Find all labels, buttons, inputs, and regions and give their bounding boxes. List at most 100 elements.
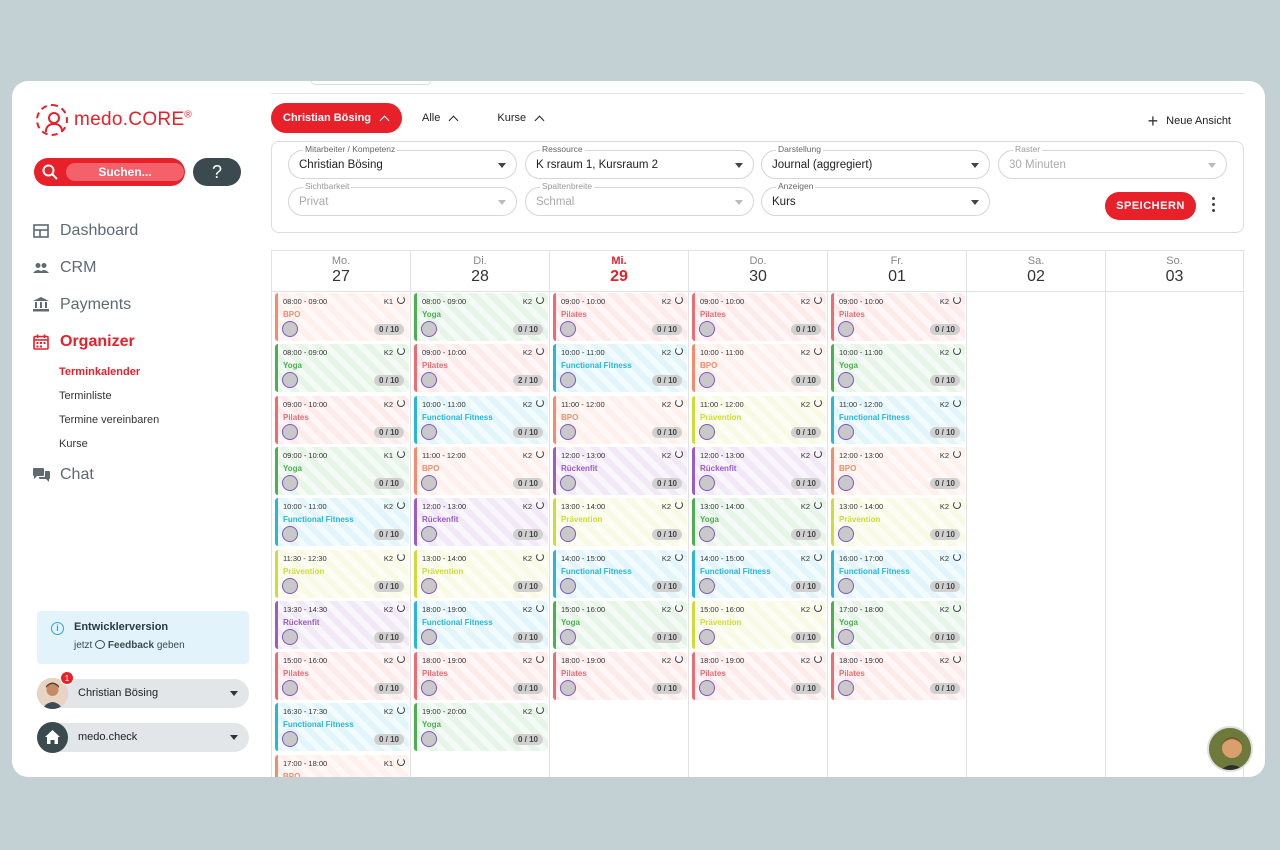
- resource-label: Ressource: [540, 144, 585, 154]
- course-event[interactable]: 09:00 - 10:00 K2 Pilates 0 / 10: [553, 293, 687, 341]
- course-event[interactable]: 15:00 - 16:00 K2 Prävention 0 / 10: [692, 600, 826, 649]
- dropdown-arrow-icon: [971, 200, 979, 205]
- help-button[interactable]: ?: [193, 158, 241, 186]
- course-event[interactable]: 09:00 - 10:00 K2 Pilates 2 / 10: [414, 344, 548, 393]
- tab-alle-label: Alle: [422, 112, 441, 124]
- day-column[interactable]: So. 03: [1105, 251, 1244, 777]
- course-event[interactable]: 14:00 - 15:00 K2 Functional Fitness 0 / 10: [692, 549, 826, 598]
- course-event[interactable]: 12:00 - 13:00 K2 BPO 0 / 10: [831, 446, 965, 495]
- recurring-icon: [397, 757, 405, 766]
- course-event[interactable]: 09:00 - 10:00 K2 Pilates 0 / 10: [692, 293, 826, 341]
- day-date: 30: [749, 268, 767, 285]
- subnav-termine-vereinbaren[interactable]: Termine vereinbaren: [59, 414, 160, 426]
- event-color-bar: [553, 652, 556, 701]
- course-event[interactable]: 12:00 - 13:00 K2 Rückenfit 0 / 10: [553, 446, 687, 495]
- course-event[interactable]: 09:00 - 10:00 K2 Pilates 0 / 10: [831, 293, 965, 341]
- course-event[interactable]: 08:00 - 09:00 K2 Yoga 0 / 10: [414, 293, 548, 341]
- course-event[interactable]: 18:00 - 19:00 K2 Functional Fitness 0 / 10: [414, 600, 548, 649]
- course-event[interactable]: 10:00 - 11:00 K2 Functional Fitness 0 / 10: [414, 395, 548, 444]
- event-color-bar: [553, 600, 556, 649]
- course-event[interactable]: 08:00 - 09:00 K2 Yoga 0 / 10: [275, 344, 409, 393]
- course-event[interactable]: 19:00 - 20:00 K2 Yoga 0 / 10: [414, 703, 548, 752]
- course-event[interactable]: 10:00 - 11:00 K2 Functional Fitness 0 / 10: [553, 344, 687, 393]
- nav-chat[interactable]: Chat: [32, 456, 159, 493]
- nav-payments[interactable]: Payments: [32, 286, 159, 323]
- employee-select[interactable]: Mitarbeiter / Kompetenz Christian Bösing: [288, 144, 517, 179]
- course-event[interactable]: 17:00 - 18:00 K2 Yoga 0 / 10: [831, 600, 965, 649]
- event-time: 08:00 - 09:00: [283, 348, 328, 358]
- nav-dashboard[interactable]: Dashboard: [32, 212, 159, 249]
- event-color-bar: [692, 344, 695, 393]
- grid-select[interactable]: Raster 30 Minuten: [998, 144, 1227, 179]
- event-capacity: 0 / 10: [790, 324, 821, 335]
- course-event[interactable]: 15:00 - 16:00 K2 Yoga 0 / 10: [553, 600, 687, 649]
- event-time: 11:00 - 12:00: [839, 399, 883, 409]
- tenant-selector[interactable]: medo.check: [37, 722, 249, 753]
- search-button[interactable]: Suchen...: [34, 158, 185, 186]
- course-event[interactable]: 15:00 - 16:00 K2 Pilates 0 / 10: [275, 652, 409, 701]
- nav-organizer[interactable]: Organizer: [32, 323, 159, 360]
- feedback-link[interactable]: Feedback: [107, 640, 155, 651]
- event-time: 12:00 - 13:00: [839, 450, 884, 460]
- course-event[interactable]: 18:00 - 19:00 K2 Pilates 0 / 10: [692, 652, 826, 701]
- event-room: K2: [383, 348, 393, 358]
- day-column[interactable]: Mi. 29 09:00 - 10:00 K2 Pilates 0 / 10 10:00 -…: [549, 251, 688, 777]
- course-event[interactable]: 10:00 - 11:00 K2 Yoga 0 / 10: [831, 344, 965, 393]
- resource-select[interactable]: Ressource K rsraum 1, Kursraum 2: [525, 144, 754, 179]
- course-event[interactable]: 08:00 - 09:00 K1 BPO 0 / 10: [275, 293, 409, 341]
- event-color-bar: [692, 652, 695, 701]
- course-event[interactable]: 09:00 - 10:00 K1 Yoga 0 / 10: [275, 446, 409, 495]
- course-event[interactable]: 11:00 - 12:00 K2 BPO 0 / 10: [553, 395, 687, 444]
- visibility-select[interactable]: Sichtbarkeit Privat: [288, 181, 517, 216]
- nav-crm[interactable]: CRM: [32, 249, 159, 286]
- support-avatar[interactable]: [1207, 726, 1253, 772]
- event-capacity: 0 / 10: [790, 580, 821, 592]
- tab-kurse[interactable]: Kurse: [477, 112, 563, 125]
- course-event[interactable]: 14:00 - 15:00 K2 Functional Fitness 0 / 10: [553, 549, 687, 598]
- course-event[interactable]: 13:00 - 14:00 K2 Prävention 0 / 10: [831, 498, 965, 547]
- course-event[interactable]: 13:00 - 14:00 K2 Prävention 0 / 10: [553, 498, 687, 547]
- course-event[interactable]: 11:00 - 12:00 K2 BPO 0 / 10: [414, 446, 548, 495]
- course-event[interactable]: 10:00 - 11:00 K2 BPO 0 / 10: [692, 344, 826, 393]
- course-event[interactable]: 16:00 - 17:00 K2 Functional Fitness 0 / 10: [831, 549, 965, 598]
- participant-icon: [699, 474, 715, 491]
- user-selector[interactable]: 1 Christian Bösing: [37, 671, 249, 709]
- dropdown-arrow-icon: [1208, 163, 1216, 168]
- subnav-kurse[interactable]: Kurse: [59, 438, 88, 450]
- course-event[interactable]: 12:00 - 13:00 K2 Rückenfit 0 / 10: [692, 446, 826, 495]
- more-options-icon[interactable]: [1212, 197, 1216, 215]
- event-capacity: 0 / 10: [929, 375, 960, 387]
- day-column[interactable]: Sa. 02: [966, 251, 1105, 777]
- show-select[interactable]: Anzeigen Kurs: [761, 181, 990, 216]
- tab-alle[interactable]: Alle: [402, 112, 477, 125]
- logo[interactable]: medo.CORE®: [36, 103, 192, 137]
- course-event[interactable]: 18:00 - 19:00 K2 Pilates 0 / 10: [831, 652, 965, 701]
- course-event[interactable]: 12:00 - 13:00 K2 Rückenfit 0 / 10: [414, 498, 548, 547]
- column-width-select[interactable]: Spaltenbreite Schmal: [525, 181, 754, 216]
- event-course: Yoga: [283, 361, 302, 371]
- course-event[interactable]: 16:30 - 17:30 K2 Functional Fitness 0 / 10: [275, 703, 409, 752]
- course-event[interactable]: 18:00 - 19:00 K2 Pilates 0 / 10: [414, 652, 548, 701]
- tab-christian-boesing[interactable]: Christian Bösing: [271, 103, 403, 133]
- course-event[interactable]: 18:00 - 19:00 K2 Pilates 0 / 10: [553, 652, 687, 701]
- day-column[interactable]: Mo. 27 08:00 - 09:00 K1 BPO 0 / 10 08:00 - 09:…: [271, 251, 410, 777]
- course-event[interactable]: 13:30 - 14:30 K2 Rückenfit 0 / 10: [275, 600, 409, 649]
- course-event[interactable]: 13:00 - 14:00 K2 Yoga 0 / 10: [692, 498, 826, 547]
- day-column[interactable]: Do. 30 09:00 - 10:00 K2 Pilates 0 / 10 10:00 -…: [688, 251, 827, 777]
- event-course: BPO: [561, 412, 579, 422]
- course-event[interactable]: 09:00 - 10:00 K2 Pilates 0 / 10: [275, 395, 409, 444]
- course-event[interactable]: 11:30 - 12:30 K2 Prävention 0 / 10: [275, 549, 409, 598]
- event-room: K2: [939, 604, 949, 614]
- day-column[interactable]: Di. 28 08:00 - 09:00 K2 Yoga 0 / 10 09:00 - 10…: [410, 251, 549, 777]
- subnav-terminliste[interactable]: Terminliste: [59, 390, 112, 402]
- subnav-terminkalender[interactable]: Terminkalender: [59, 366, 141, 378]
- new-view-button[interactable]: + Neue Ansicht: [1148, 112, 1231, 130]
- course-event[interactable]: 11:00 - 12:00 K2 Prävention 0 / 10: [692, 395, 826, 444]
- display-select[interactable]: Darstellung Journal (aggregiert): [761, 144, 990, 179]
- save-button[interactable]: SPEICHERN: [1105, 192, 1196, 220]
- day-column[interactable]: Fr. 01 09:00 - 10:00 K2 Pilates 0 / 10 10:00 -…: [827, 251, 966, 777]
- course-event[interactable]: 13:00 - 14:00 K2 Prävention 0 / 10: [414, 549, 548, 598]
- course-event[interactable]: 11:00 - 12:00 K2 Functional Fitness 0 / 10: [831, 395, 965, 444]
- course-event[interactable]: 10:00 - 11:00 K2 Functional Fitness 0 / 10: [275, 498, 409, 547]
